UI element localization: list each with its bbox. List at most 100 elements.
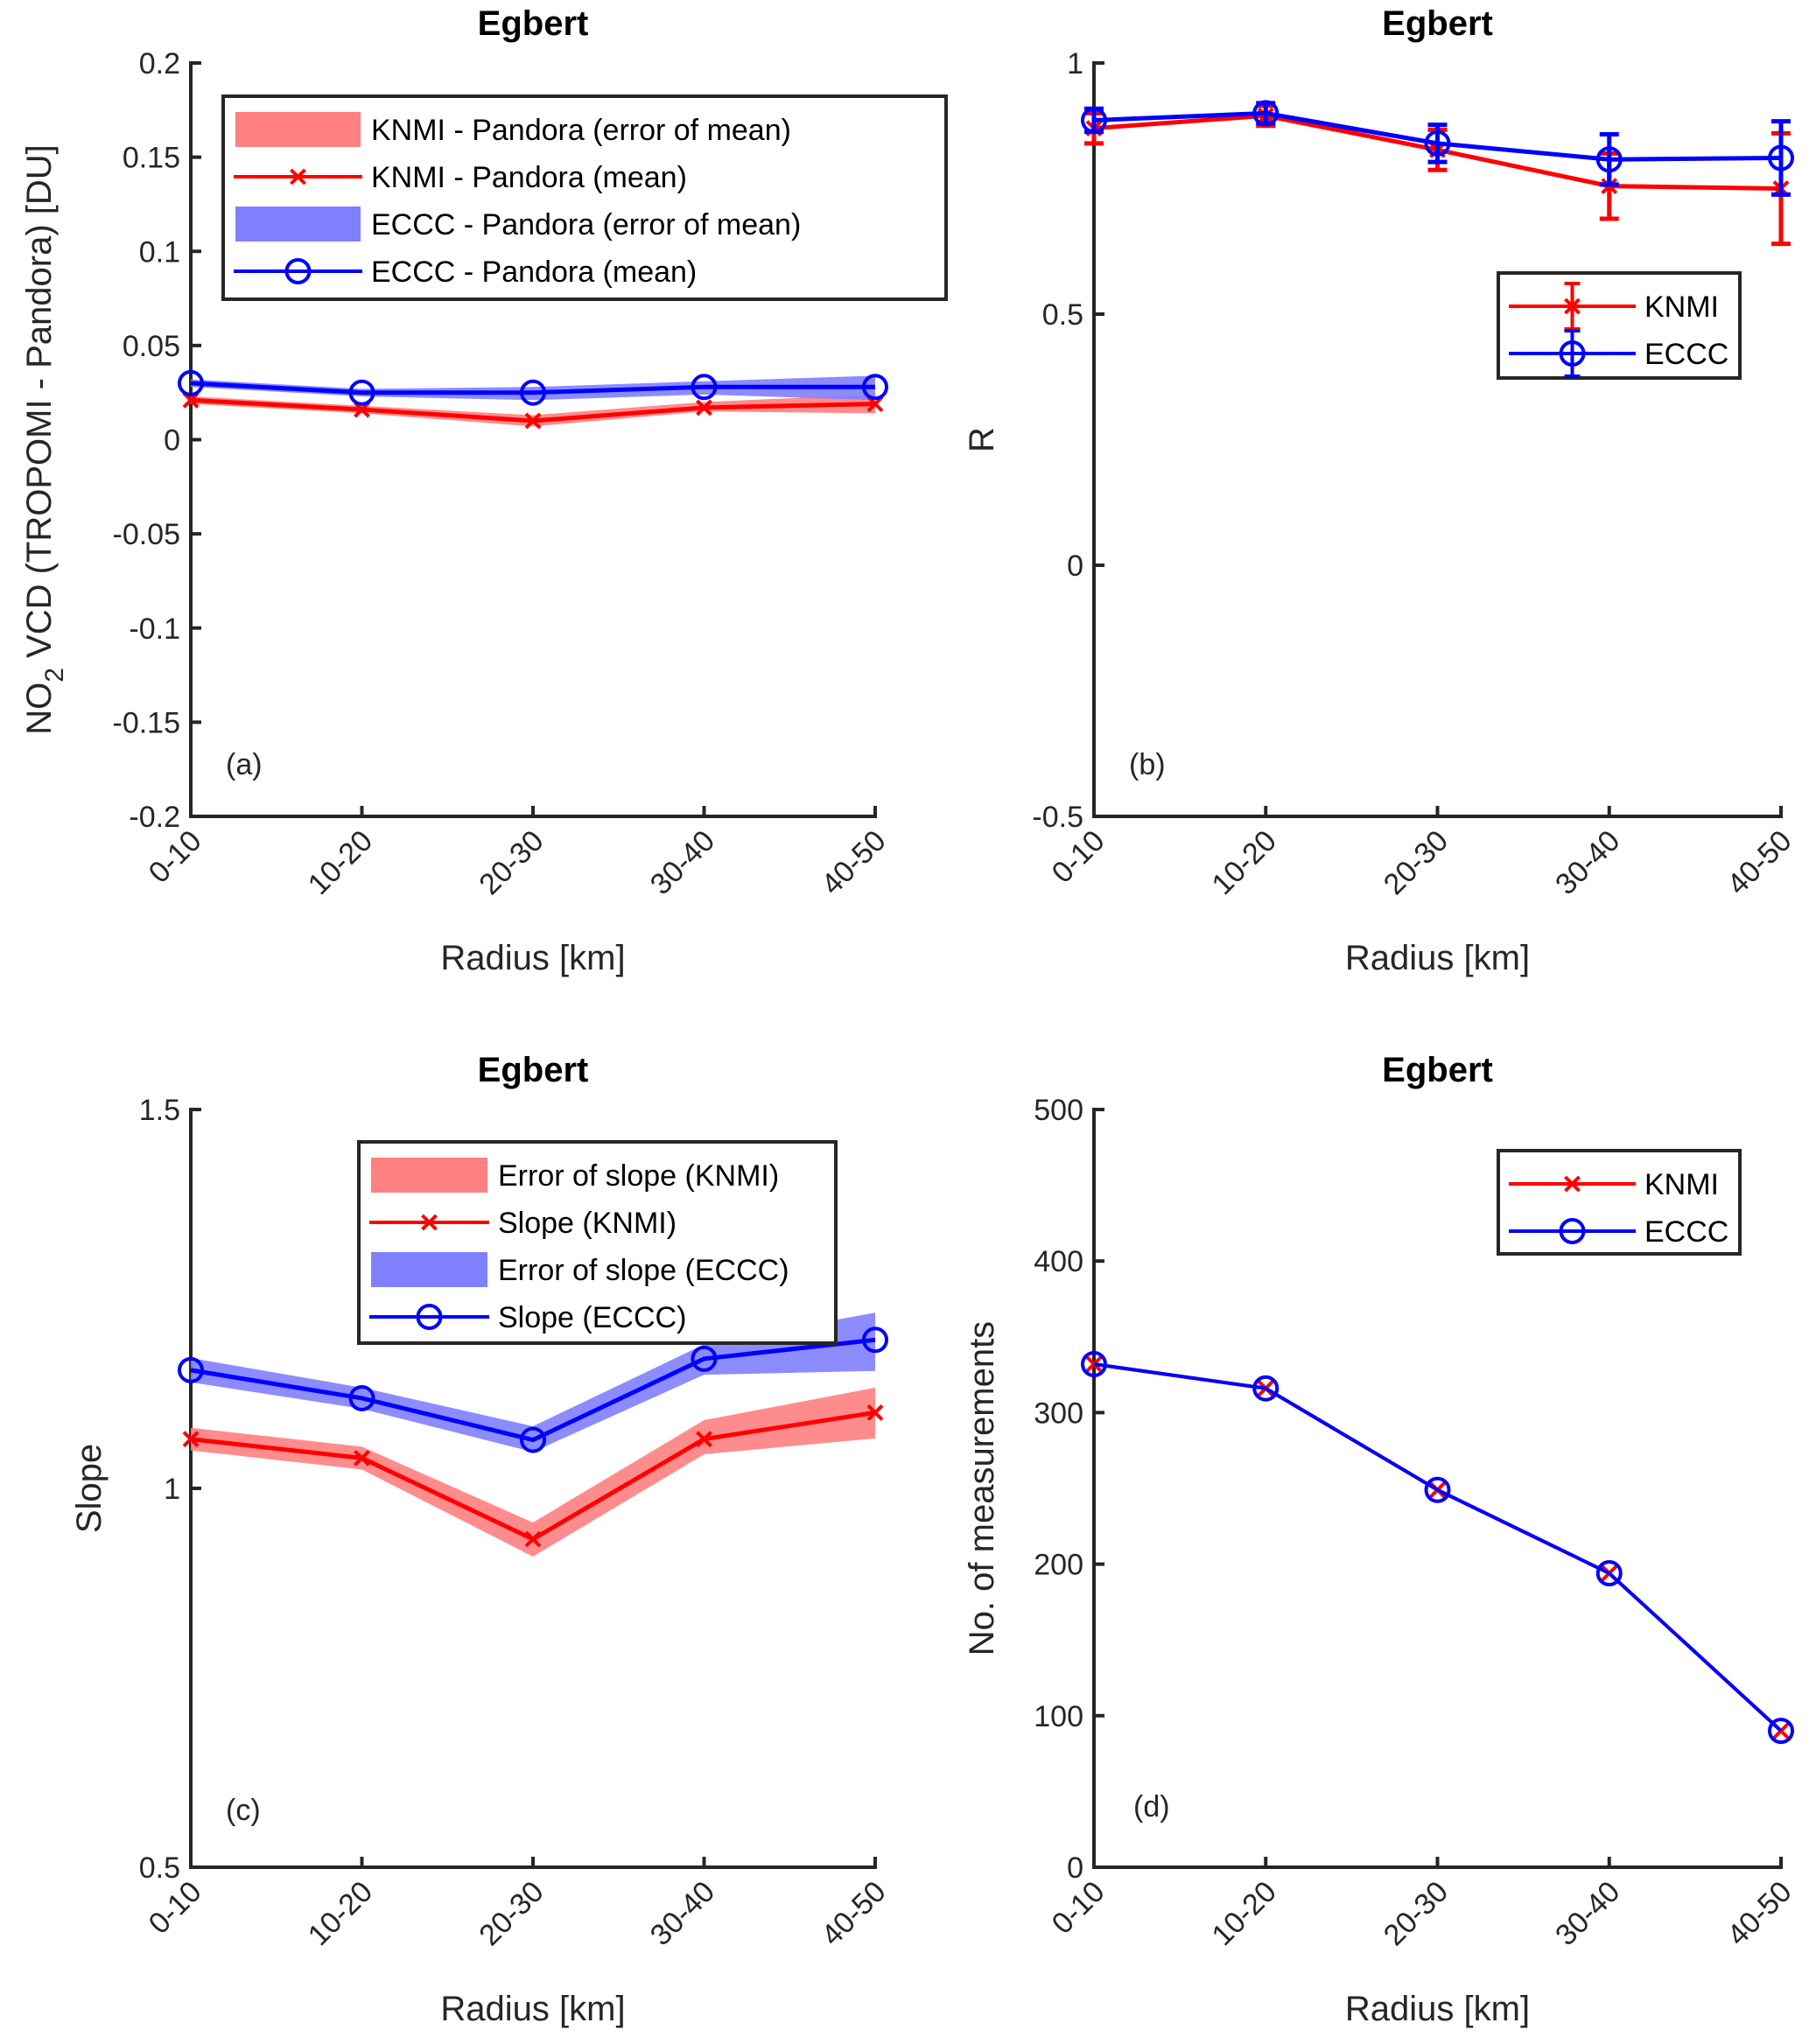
panel-a: Egbert -0.2 -0.15 -0.1 -0.05 0 0.05 0.1 0.15 0.2 0… [20,4,948,977]
error-band-ff0000 [191,394,875,427]
legend-box [1497,271,1742,380]
data-point [696,399,712,416]
data-point [354,401,370,418]
chart-title: Egbert [478,1051,589,1089]
data-point [524,412,542,430]
legend-marker [290,168,306,186]
panel-label: (a) [226,748,263,781]
y-tick-label: 0.15 [123,142,180,175]
series-line [190,381,875,396]
chart-title: Egbert [478,4,589,43]
legend: KNMI ECCC [1497,1149,1742,1256]
data-point [520,1426,546,1453]
data-point [178,1356,204,1383]
series-0 [1085,1355,1790,1740]
y-label-post: VCD (TROPOMI - Pandora) [DU] [20,144,59,668]
y-label-pre: NO [20,682,59,735]
legend-errorbar [1564,329,1581,378]
chart-title: Egbert [1382,1051,1493,1089]
x-tick-label: 30-40 [1549,824,1626,901]
legend-label: ECCC [1644,338,1728,371]
x-axis-label: Radius [km] [440,1990,625,2028]
x-tick-label: 0-10 [143,824,208,890]
legend-label: Error of slope (KNMI) [498,1159,779,1193]
series-line [1093,1362,1783,1732]
legend-label: ECCC - Pandora (mean) [371,256,697,289]
data-point [1252,100,1280,127]
error-bar [1771,119,1791,197]
data-point [520,379,546,406]
x-tick-label: 10-20 [1206,824,1283,901]
y-tick-label: 0.2 [139,47,180,80]
data-point [1081,107,1107,134]
data-point [178,369,204,396]
legend-label: Slope (ECCC) [498,1301,686,1334]
x-tick-label: 0-10 [143,1875,208,1941]
data-point [1595,146,1623,173]
legend-box [1497,1149,1742,1256]
x-axis-label: Radius [km] [1345,939,1530,977]
legend-marker [1564,1175,1581,1193]
error-band-ff0000 [191,1387,875,1557]
x-tick-label: 10-20 [1206,1875,1283,1952]
legend-marker [421,1214,438,1231]
y-tick-label: 100 [1034,1700,1083,1733]
y-tick-label: 0.05 [123,330,180,363]
legend: KNMI - Pandora (error of mean) KNMI - Pan… [221,94,948,301]
y-axis-label: No. of measurements [963,1321,1001,1656]
data-point [348,379,375,406]
legend-label: ECCC - Pandora (error of mean) [371,208,801,242]
x-tick-label: 10-20 [302,824,379,901]
panel-label: (b) [1129,748,1166,781]
x-tick-label: 40-50 [1721,1875,1798,1952]
series-line [190,1337,876,1443]
data-point [1424,130,1451,157]
legend-label: ECCC [1644,1215,1728,1249]
y-tick-label: -0.05 [113,518,181,551]
y-tick-label: 0 [164,424,180,458]
y-axis-label: Slope [70,1444,109,1533]
chart-title: Egbert [1382,4,1493,43]
legend-label: KNMI - Pandora (error of mean) [371,114,791,147]
y-tick-label: 1 [1067,47,1083,80]
data-point [182,1431,200,1448]
legend-marker [416,1304,443,1330]
y-tick-label: 0 [1067,550,1083,583]
data-point [862,374,888,401]
legend-swatch-band [371,1252,487,1287]
y-axis-label: R [963,427,1001,452]
legend-swatch-band [235,206,361,242]
y-tick-label: 0.5 [1042,298,1083,332]
y-tick-label: 1 [164,1473,180,1506]
data-point [1768,1718,1794,1745]
series-0 [182,1404,884,1548]
x-tick-label: 30-40 [644,824,721,901]
x-tick-label: 20-30 [1378,824,1455,901]
x-tick-label: 40-50 [1721,824,1798,901]
legend: Error of slope (KNMI) Slope (KNMI) Error o… [357,1140,838,1345]
x-tick-label: 0-10 [1046,1875,1111,1941]
data-point [862,1326,888,1354]
panel-d: Egbert 0 100 200 300 400 500 0-10 10-20 20-30 30-4… [963,1051,1798,2028]
data-point [1768,144,1794,172]
x-tick-label: 20-30 [473,1875,550,1952]
data-point [182,391,200,409]
y-tick-label: 200 [1034,1549,1083,1582]
y-tick-label: -0.5 [1032,801,1083,834]
legend-swatch-band [235,112,361,147]
data-point [866,1404,884,1421]
data-point [1424,1476,1451,1503]
y-tick-label: 400 [1034,1245,1083,1278]
y-tick-label: 300 [1034,1396,1083,1430]
x-tick-label: 10-20 [302,1875,379,1952]
legend-label: KNMI [1644,1168,1719,1201]
data-point [354,1449,370,1466]
data-point [691,1345,718,1372]
y-tick-label: 0.1 [139,235,180,269]
y-tick-label: -0.1 [129,612,180,646]
x-tick-label: 30-40 [1549,1875,1626,1952]
x-tick-label: 20-30 [1378,1875,1455,1952]
x-tick-label: 20-30 [473,824,550,901]
panel-label: (d) [1133,1790,1170,1824]
